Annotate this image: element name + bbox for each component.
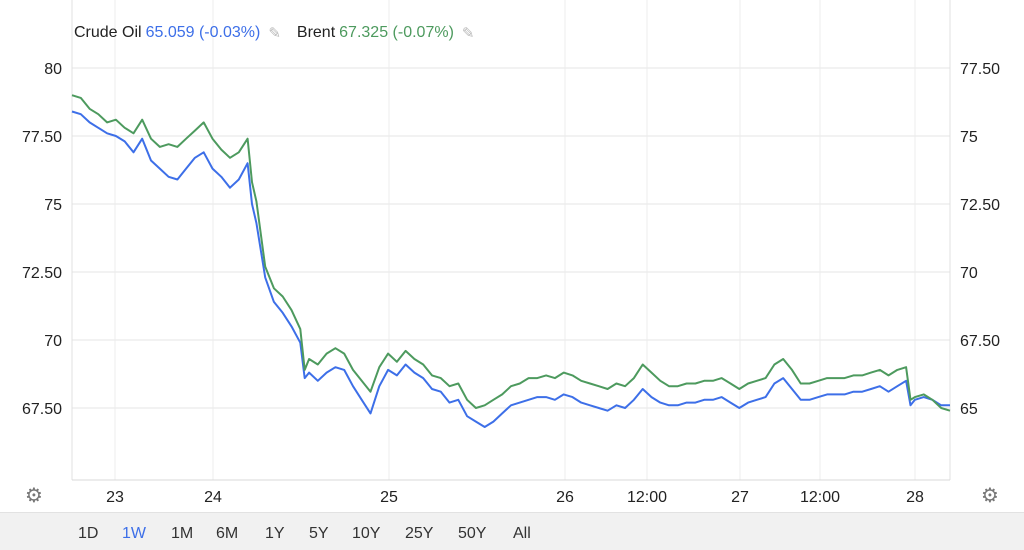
right-tick-label: 75 [960,129,978,146]
left-tick-label: 80 [44,61,62,78]
pencil-icon[interactable]: ✎ [461,25,475,42]
legend-crude-name[interactable]: Crude Oil [74,24,142,41]
right-tick-label: 72.50 [960,197,1000,214]
left-tick-label: 67.50 [22,401,62,418]
left-axis: 80 77.50 75 72.50 70 67.50 [22,61,62,418]
range-button-5y[interactable]: 5Y [309,525,329,542]
grid-lines [71,0,951,481]
x-axis: 23 24 25 26 12:00 27 12:00 28 [106,489,924,506]
right-tick-label: 67.50 [960,333,1000,350]
left-tick-label: 70 [44,333,62,350]
legend-brent-price: 67.325 [339,24,389,41]
right-tick-label: 70 [960,265,978,282]
line-chart: 80 77.50 75 72.50 70 67.50 77.50 75 72.50 70 67.5… [22,0,1000,506]
right-tick-label: 77.50 [960,61,1000,78]
series-line-brent [71,94,951,412]
x-tick-label: 12:00 [800,489,840,506]
legend: Crude Oil 65.059 (-0.03%) ✎ Brent 67.325… [74,24,490,42]
series-line-crude-oil [71,110,950,428]
range-button-all[interactable]: All [513,525,531,542]
legend-brent-value: 67.325 (-0.07%) [339,24,454,42]
series-layer [71,94,951,428]
x-tick-label: 12:00 [627,489,667,506]
range-button-1d[interactable]: 1D [78,525,99,542]
left-tick-label: 75 [44,197,62,214]
legend-crude-value: 65.059 (-0.03%) [146,24,261,42]
right-tick-label: 65 [960,401,978,418]
range-button-1m[interactable]: 1M [171,525,194,542]
legend-brent-change: (-0.07%) [392,24,454,41]
legend-brent-name[interactable]: Brent [296,24,336,41]
range-button-6m[interactable]: 6M [216,525,239,542]
gear-icon[interactable]: ⚙ [981,485,999,507]
range-button-50y[interactable]: 50Y [458,525,487,542]
legend-crude-price: 65.059 [145,24,195,41]
range-button-25y[interactable]: 25Y [405,525,434,542]
right-axis: 77.50 75 72.50 70 67.50 65 [960,61,1000,418]
time-range-bar: 1D 1W 1M 6M 1Y 5Y 10Y 25Y 50Y All [0,512,1024,550]
x-tick-label: 26 [556,489,574,506]
left-tick-label: 72.50 [22,265,62,282]
x-tick-label: 28 [906,489,924,506]
x-tick-label: 25 [380,489,398,506]
range-button-1w[interactable]: 1W [122,525,146,542]
left-tick-label: 77.50 [22,129,62,146]
legend-crude-change: (-0.03%) [198,24,261,41]
pencil-icon[interactable]: ✎ [268,25,281,42]
gear-icon[interactable]: ⚙ [25,485,43,507]
range-button-10y[interactable]: 10Y [352,525,381,542]
range-button-1y[interactable]: 1Y [265,525,285,542]
x-tick-label: 27 [731,489,749,506]
x-tick-label: 24 [204,489,222,506]
x-tick-label: 23 [106,489,124,506]
